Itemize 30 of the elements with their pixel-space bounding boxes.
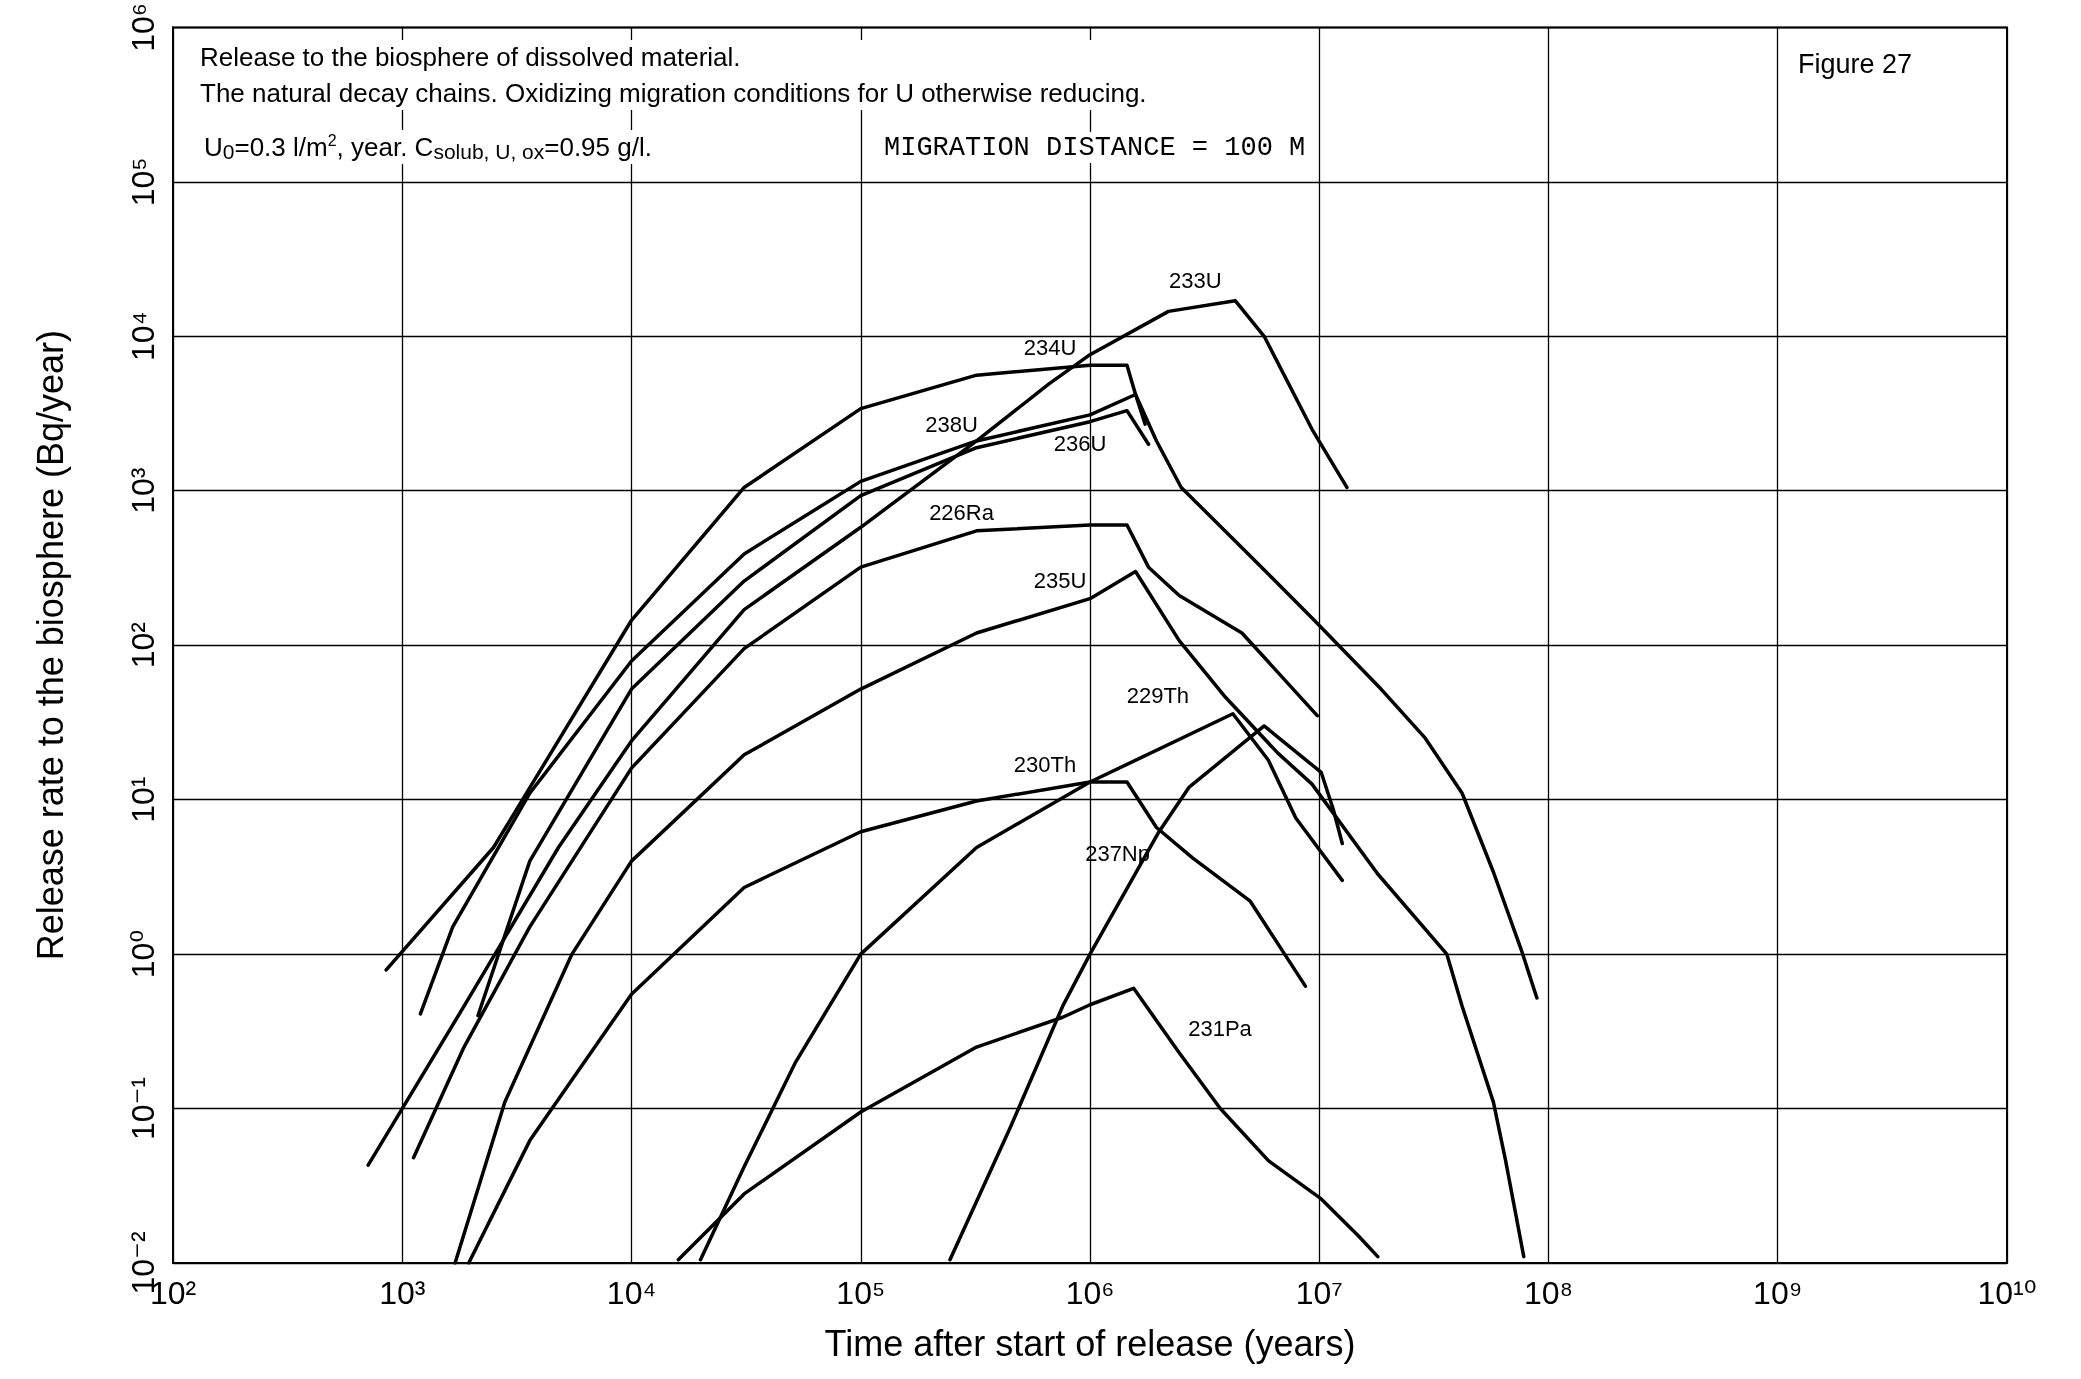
y-tick-label: 10² bbox=[125, 621, 161, 669]
text: The natural decay chains. Oxidizing migration conditions for U otherwise reducing. bbox=[200, 78, 1147, 108]
series-label: 231Pa bbox=[1188, 1016, 1253, 1042]
series-label: 233U bbox=[1168, 268, 1222, 294]
y-tick-label: 10⁵ bbox=[125, 157, 161, 207]
y-axis-title: Release rate to the biosphere (Bq/year) bbox=[29, 330, 71, 961]
x-tick-label: 10³ bbox=[379, 1275, 426, 1311]
annotation: Figure 27 bbox=[1797, 48, 1913, 79]
x-tick-label: 10⁷ bbox=[1295, 1275, 1343, 1311]
y-tick-label: 10⁶ bbox=[125, 3, 161, 52]
y-tick-label: 10⁰ bbox=[125, 929, 161, 979]
y-tick-label: 10¹ bbox=[125, 776, 161, 823]
series-label: 229Th bbox=[1126, 683, 1190, 709]
y-tick-label: 10⁻¹ bbox=[125, 1076, 161, 1141]
x-tick-label: 10⁸ bbox=[1523, 1275, 1574, 1311]
annotation: MIGRATION DISTANCE = 100 M bbox=[884, 132, 1306, 163]
x-tick-label: 10⁶ bbox=[1065, 1275, 1115, 1311]
y-tick-label: 10⁴ bbox=[125, 311, 161, 361]
x-tick-label: 10⁵ bbox=[836, 1275, 886, 1311]
series-label: 238U bbox=[925, 412, 978, 438]
x-tick-label: 10¹⁰ bbox=[1977, 1275, 2037, 1311]
series-label: 226Ra bbox=[929, 500, 995, 526]
text: Release to the biosphere of dissolved material. bbox=[200, 42, 741, 72]
series-label: 234U bbox=[1023, 334, 1077, 360]
x-tick-label: 10⁹ bbox=[1753, 1275, 1803, 1311]
y-tick-label: 10³ bbox=[125, 467, 161, 514]
series-label: 230Th bbox=[1013, 751, 1077, 777]
x-tick-label: 10⁴ bbox=[606, 1275, 657, 1311]
series-label: 235U bbox=[1033, 568, 1087, 594]
x-axis-title: Time after start of release (years) bbox=[824, 1322, 1356, 1364]
